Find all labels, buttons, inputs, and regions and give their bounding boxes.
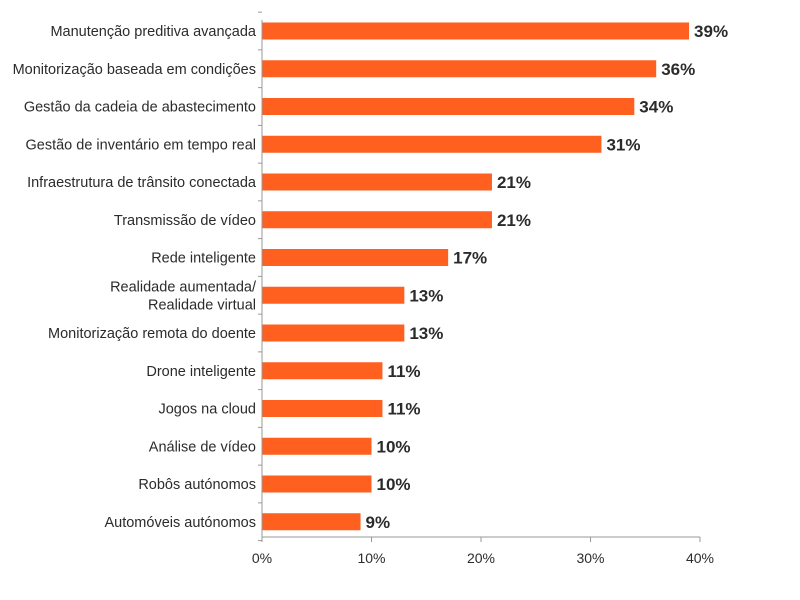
- bar: [262, 362, 383, 380]
- bar: [262, 211, 492, 229]
- x-tick-label: 30%: [576, 550, 604, 566]
- bar: [262, 98, 635, 115]
- data-label: 21%: [497, 211, 531, 230]
- data-label: 39%: [694, 22, 728, 41]
- bar: [262, 437, 372, 455]
- category-label: Monitorização baseada em condições: [13, 62, 256, 78]
- x-tick-label: 0%: [252, 550, 272, 566]
- x-tick-label: 40%: [686, 550, 714, 566]
- x-tick-label: 20%: [467, 550, 495, 566]
- bar: [262, 513, 361, 531]
- category-label: Monitorização remota do doente: [48, 326, 256, 342]
- category-label: Robôs autónomos: [138, 477, 256, 493]
- data-label: 11%: [387, 400, 420, 419]
- data-label: 11%: [387, 362, 420, 381]
- axes-layer: [258, 11, 701, 542]
- data-label: 9%: [366, 513, 391, 532]
- category-label: Automóveis autónomos: [104, 515, 256, 531]
- bars-layer: [262, 22, 690, 531]
- category-label: Infraestrutura de trânsito conectada: [27, 175, 257, 191]
- data-label: 21%: [497, 173, 531, 192]
- category-label: Realidade aumentada/: [110, 279, 257, 295]
- data-label: 13%: [409, 324, 443, 343]
- category-label: Transmissão de vídeo: [114, 213, 256, 229]
- data-label: 10%: [377, 475, 411, 494]
- category-label: Gestão da cadeia de abastecimento: [24, 100, 256, 116]
- category-label: Manutenção preditiva avançada: [50, 24, 256, 40]
- bar: [262, 60, 657, 78]
- data-label: 13%: [409, 286, 443, 305]
- bar: [262, 286, 405, 304]
- category-label: Gestão de inventário em tempo real: [25, 137, 256, 153]
- bar: [262, 22, 690, 40]
- bar: [262, 173, 492, 191]
- category-label: Realidade virtual: [148, 297, 256, 313]
- bar: [262, 324, 405, 342]
- labels-layer: 39% Manutenção preditiva avançada 36% Monit…: [13, 22, 729, 566]
- data-label: 17%: [453, 249, 487, 268]
- category-label: Análise de vídeo: [149, 439, 256, 455]
- category-label: Jogos na cloud: [158, 402, 256, 418]
- bar: [262, 475, 372, 493]
- category-label: Rede inteligente: [151, 251, 256, 267]
- bar: [262, 249, 449, 266]
- data-label: 10%: [377, 437, 411, 456]
- data-label: 36%: [661, 60, 695, 79]
- bar: [262, 135, 602, 153]
- bar: [262, 400, 383, 417]
- data-label: 34%: [639, 98, 673, 117]
- data-label: 31%: [606, 135, 640, 154]
- x-tick-label: 10%: [357, 550, 385, 566]
- category-label: Drone inteligente: [146, 364, 256, 380]
